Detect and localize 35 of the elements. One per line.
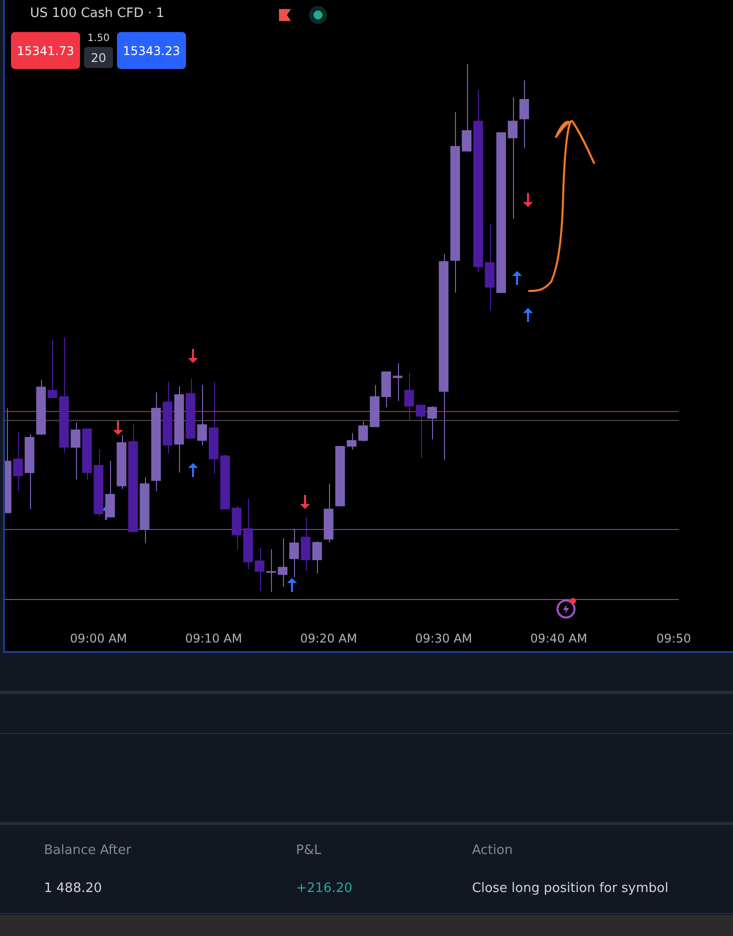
x-tick-label: 09:10 AM <box>185 631 242 646</box>
text: 1 488.20 <box>44 881 102 896</box>
candlestick <box>462 64 472 152</box>
annotation: 20 <box>84 47 113 68</box>
candlestick <box>508 96 518 220</box>
candlestick <box>197 384 207 446</box>
candlestick <box>105 460 115 518</box>
candlestick <box>312 540 322 574</box>
candlestick <box>346 432 356 450</box>
candlestick <box>70 422 80 480</box>
text: 1.50 <box>86 32 111 45</box>
text: 15343.23 <box>117 32 186 69</box>
candlestick <box>404 372 414 421</box>
candlestick <box>289 528 299 578</box>
x-tick-label: 09:30 AM <box>415 631 472 646</box>
text: P&L <box>296 843 322 858</box>
text: Balance After <box>44 843 132 858</box>
text: Close long position for symbol <box>472 881 668 896</box>
candlestick <box>266 548 276 592</box>
candlestick <box>416 404 426 458</box>
x-tick-label: 09:00 AM <box>70 631 128 646</box>
candlestick <box>278 538 288 588</box>
candlestick <box>13 432 23 492</box>
candlestick <box>427 406 437 440</box>
text: Action <box>472 843 513 858</box>
candlestick <box>519 80 530 148</box>
x-tick-label: 09:50 <box>656 631 692 646</box>
candlestick <box>392 362 402 402</box>
chart-title: US 100 Cash CFD · 1 <box>30 6 164 21</box>
text: 15341.73 <box>11 32 80 69</box>
candlestick <box>358 420 368 442</box>
x-tick-label: 09:20 AM <box>300 631 358 646</box>
candlestick <box>300 516 310 571</box>
x-tick-label: 09:40 AM <box>530 631 588 646</box>
text: +216.20 <box>296 881 352 896</box>
